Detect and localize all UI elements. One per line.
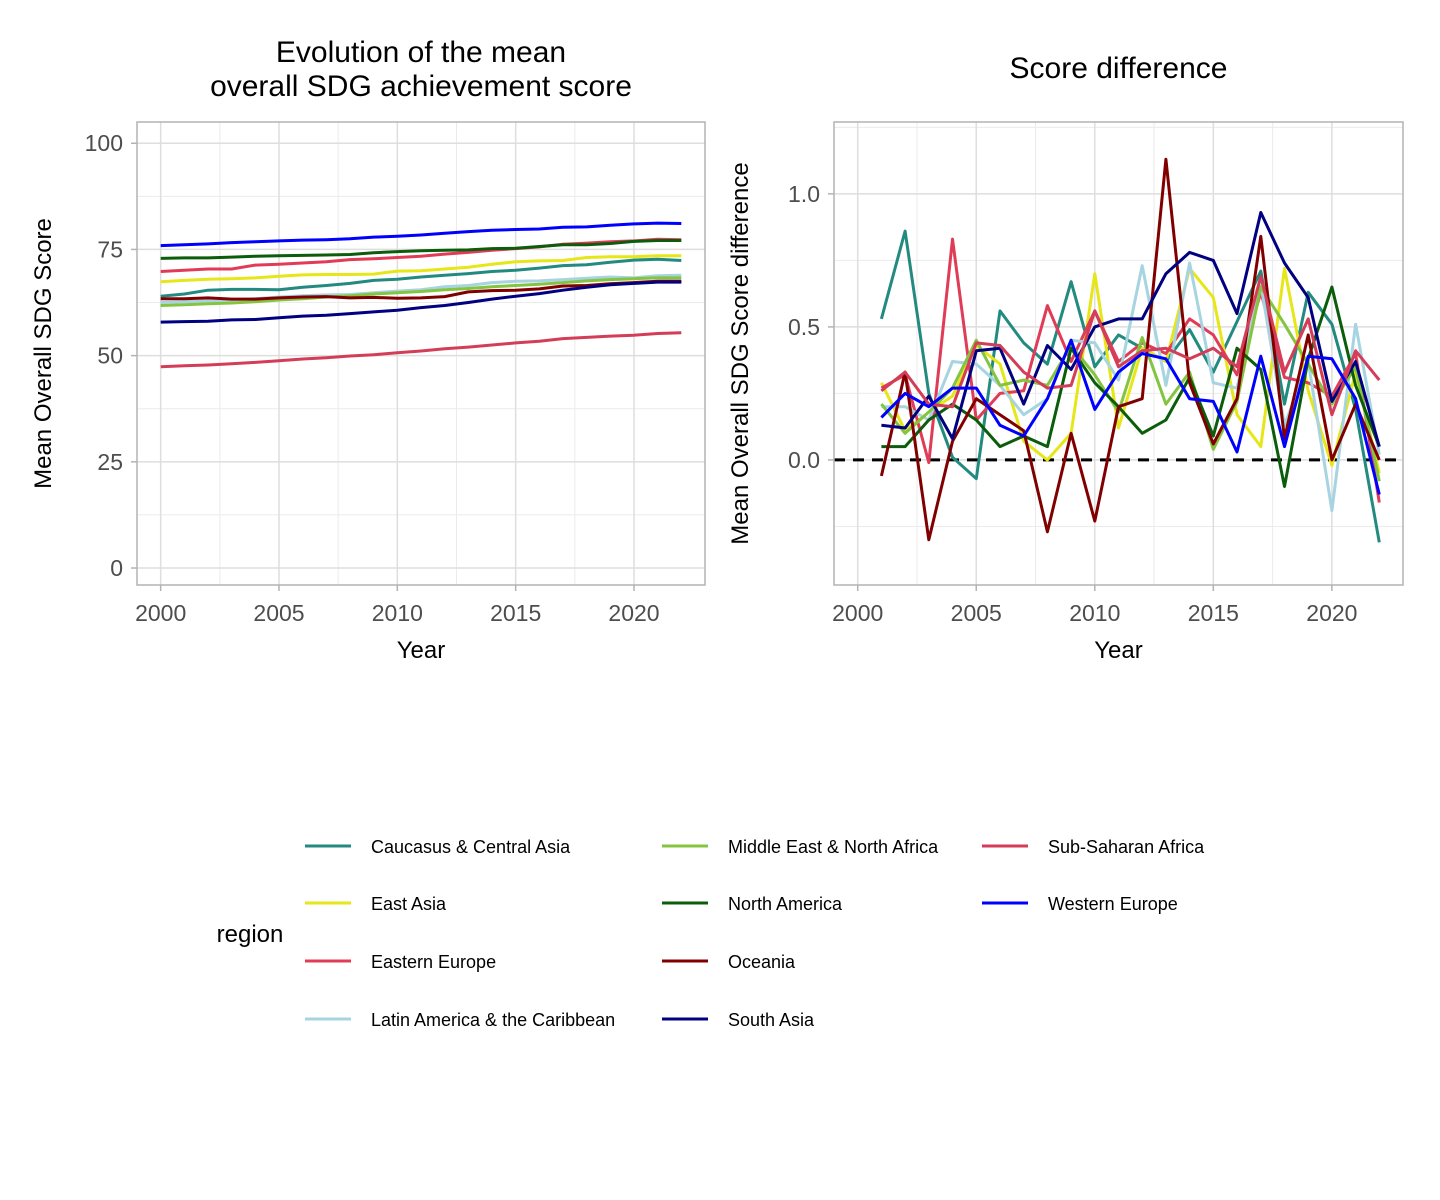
plot-border (136, 121, 706, 586)
legend-item-sub-saharan-africa: Sub-Saharan Africa (982, 837, 1205, 857)
legend-label: Middle East & North Africa (728, 837, 939, 857)
legend-label: Sub-Saharan Africa (1048, 837, 1205, 857)
chart-panel-1: 2000 2005 2010 2015 2020 0 25 50 75 100 Year Mean O… (30, 36, 706, 664)
legend-item-east-asia: East Asia (305, 894, 447, 914)
grid (137, 122, 705, 585)
series-line-south-asia (160, 280, 682, 324)
x-tick-label: 2020 (608, 600, 659, 626)
x-tick-label: 2010 (1069, 600, 1120, 626)
x-axis-title: Year (1094, 637, 1143, 664)
series-line-western-europe (880, 338, 1381, 495)
x-tick-label: 2005 (951, 600, 1002, 626)
legend-item-middle-east-and-north-africa: Middle East & North Africa (662, 837, 939, 857)
y-tick-label: 1.0 (788, 181, 820, 207)
legend-label: Western Europe (1048, 894, 1178, 914)
series-line-eastern-europe (160, 237, 682, 273)
x-tick-label: 2015 (1188, 600, 1239, 626)
series-line-sub-saharan-africa (880, 274, 1381, 417)
x-tick-label: 2005 (253, 600, 304, 626)
x-tick-label: 2010 (372, 600, 423, 626)
legend-title: region (217, 921, 284, 948)
series-line-east-asia (160, 254, 682, 284)
series-line-north-america (881, 285, 1381, 488)
series-line-sub-saharan-africa (160, 331, 682, 369)
legend-label: North America (728, 894, 843, 914)
legend-item-latin-america-and-the-caribbean: Latin America & the Caribbean (305, 1010, 615, 1030)
x-tick-label: 2000 (135, 600, 186, 626)
y-tick-label: 0.0 (788, 447, 820, 473)
x-axis-title: Year (397, 637, 446, 664)
legend-label: East Asia (371, 894, 447, 914)
y-tick-label: 0.5 (788, 314, 820, 340)
legend-item-caucasus-and-central-asia: Caucasus & Central Asia (305, 837, 571, 857)
series-line-western-europe (160, 221, 682, 248)
series-line-north-america (160, 239, 682, 260)
legend-item-western-europe: Western Europe (982, 894, 1178, 914)
legend-label: Eastern Europe (371, 952, 496, 972)
series-line-oceania (879, 157, 1381, 542)
y-tick-label: 0 (110, 555, 123, 581)
legend-label: Caucasus & Central Asia (371, 837, 571, 857)
legend-item-south-asia: South Asia (662, 1010, 815, 1030)
chart-title-line: overall SDG achievement score (210, 70, 632, 103)
legend-item-north-america: North America (662, 894, 843, 914)
series-line-south-asia (881, 211, 1381, 448)
chart-title-line: Evolution of the mean (276, 36, 566, 69)
chart-title: Score difference (1010, 52, 1228, 85)
legend-label: Oceania (728, 952, 796, 972)
y-axis-title: Mean Overall SDG Score (30, 218, 57, 489)
series-line-caucasus-and-central-asia (160, 257, 682, 298)
legend-item-oceania: Oceania (662, 952, 796, 972)
legend-label: South Asia (728, 1010, 815, 1030)
series-line-middle-east-and-north-africa (160, 276, 682, 307)
plot-border (833, 121, 1404, 586)
y-axis-title: Mean Overall SDG Score difference (727, 162, 754, 544)
x-tick-label: 2015 (490, 600, 541, 626)
x-tick-label: 2000 (832, 600, 883, 626)
y-tick-label: 75 (97, 236, 123, 262)
y-tick-label: 50 (97, 343, 123, 369)
y-tick-label: 25 (97, 449, 123, 475)
legend-item-eastern-europe: Eastern Europe (305, 952, 496, 972)
legend: region Caucasus & Central Asia East Asia Ea… (217, 837, 1205, 1030)
legend-label: Latin America & the Caribbean (371, 1010, 615, 1030)
x-tick-label: 2020 (1306, 600, 1357, 626)
chart-panel-2: 2000 2005 2010 2015 2020 0.0 0.5 1.0 Year Mean Ov… (727, 52, 1404, 664)
y-tick-label: 100 (85, 130, 123, 156)
